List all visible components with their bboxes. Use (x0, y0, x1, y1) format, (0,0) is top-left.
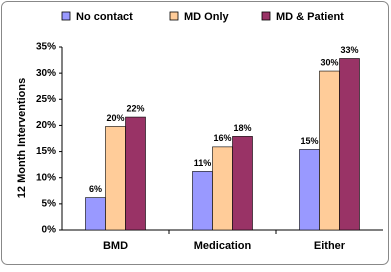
legend-swatch (169, 11, 179, 21)
value-label: 16% (213, 133, 231, 143)
bar (85, 197, 106, 231)
x-tick-label: Medication (194, 240, 252, 252)
value-label: 11% (194, 158, 212, 168)
x-tick-label: Either (314, 240, 346, 252)
y-tick-label: 15% (36, 146, 56, 157)
bar (299, 149, 320, 231)
value-label: 22% (126, 103, 144, 113)
bar (125, 116, 146, 231)
y-tick-label: 10% (36, 172, 56, 183)
bar (212, 146, 233, 231)
legend-label: MD & Patient (276, 11, 344, 23)
value-label: 18% (233, 123, 251, 133)
y-tick-label: 0% (42, 225, 57, 236)
y-tick-label: 20% (36, 120, 56, 131)
bar (339, 58, 360, 231)
bar (319, 70, 340, 231)
value-label: 6% (89, 184, 102, 194)
value-label: 15% (300, 136, 318, 146)
bar (192, 171, 213, 231)
legend-swatch (61, 11, 71, 21)
x-tick-label: BMD (103, 240, 128, 252)
bar (232, 136, 253, 231)
y-tick-label: 25% (36, 94, 56, 105)
legend-label: MD Only (184, 11, 229, 23)
value-label: 33% (340, 45, 358, 55)
y-axis-label: 12 Month Interventions (16, 78, 28, 198)
legend-swatch (261, 11, 271, 21)
legend-label: No contact (76, 11, 133, 23)
bar (105, 126, 126, 231)
y-tick-label: 5% (42, 198, 57, 209)
value-label: 30% (320, 57, 338, 67)
value-label: 20% (106, 113, 124, 123)
y-tick-label: 30% (36, 68, 56, 79)
y-tick-label: 35% (36, 42, 56, 53)
